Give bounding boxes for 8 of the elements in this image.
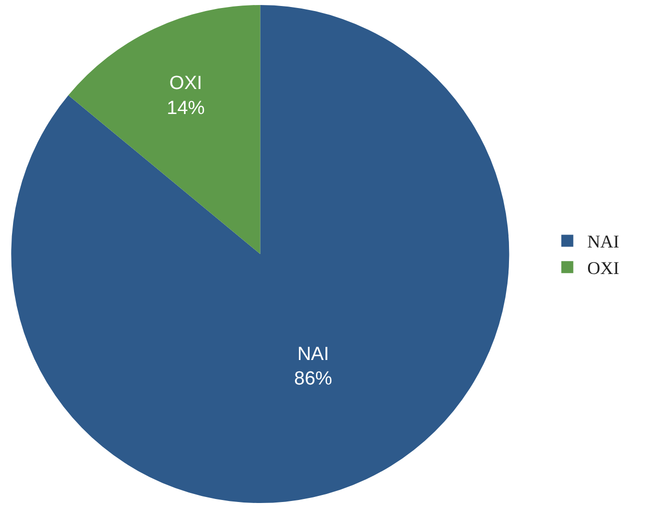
data-label: 86% [294,368,332,390]
data-label: 14% [166,98,205,119]
pie-slice [11,5,510,503]
legend-label: NAI [587,232,620,252]
pie-slice [68,5,260,254]
slice-label: OXI [169,73,202,94]
slice-label: NAI [297,344,329,365]
legend-label: OXI [587,258,620,278]
